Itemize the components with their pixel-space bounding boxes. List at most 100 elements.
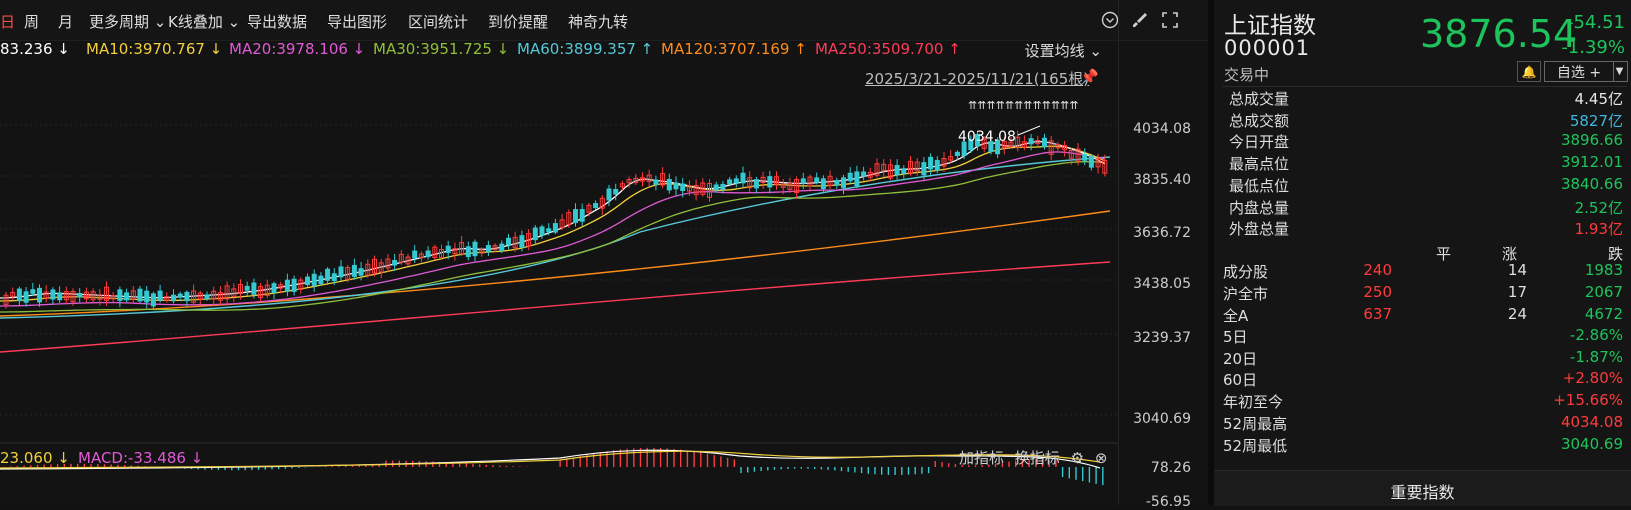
candle-body bbox=[633, 177, 639, 184]
candle-body bbox=[519, 235, 525, 248]
candle-body bbox=[646, 174, 652, 182]
kline-chart-area[interactable]: 4034.08 ⇈⇈⇈⇈⇈⇈⇈⇈⇈⇈⇈⇈ 日 周 月 更多周期 ⌄ K线叠加 ⌄ … bbox=[0, 0, 1208, 510]
divider bbox=[1222, 86, 1627, 87]
stat-row: 最低点位 3840.66 bbox=[1214, 175, 1631, 197]
candle-body bbox=[251, 282, 257, 295]
candle-body bbox=[700, 182, 706, 195]
export-data-button[interactable]: 导出数据 bbox=[247, 13, 308, 31]
candle-body bbox=[197, 292, 203, 300]
date-range-label[interactable]: 2025/3/21-2025/11/21(165根) bbox=[865, 70, 1090, 88]
candle-body bbox=[452, 248, 458, 255]
price-tick: 3239.37 bbox=[1133, 330, 1191, 346]
candle-body bbox=[97, 294, 103, 300]
candle-body bbox=[1008, 141, 1014, 147]
pin-icon[interactable]: 📌 bbox=[1080, 68, 1099, 86]
fullscreen-icon[interactable] bbox=[1158, 8, 1182, 32]
bell-icon[interactable]: 🔔 bbox=[1517, 61, 1541, 82]
candle-body bbox=[318, 275, 324, 285]
add-indicator-button[interactable]: 加指标 bbox=[959, 449, 1005, 467]
candle-body bbox=[238, 283, 243, 294]
stat-value: 2.52亿 bbox=[1574, 198, 1623, 217]
candle-body bbox=[137, 288, 143, 302]
period-month-button[interactable]: 月 bbox=[58, 13, 74, 31]
candle-body bbox=[988, 141, 994, 152]
breadth-label: 成分股 bbox=[1223, 263, 1269, 281]
breadth-down: 1983 bbox=[1584, 261, 1623, 279]
important-index-tab[interactable]: 重要指数 bbox=[1214, 470, 1631, 506]
candle-body bbox=[418, 253, 424, 259]
gear-icon[interactable]: ⚙ bbox=[1070, 449, 1085, 467]
candle-body bbox=[740, 172, 746, 184]
ma60-value: MA60:3899.357 ↑ bbox=[517, 40, 654, 58]
candle-body bbox=[1035, 140, 1041, 145]
period-row: 5日 -2.86% bbox=[1214, 326, 1631, 348]
ma10-line bbox=[0, 145, 1106, 302]
candle-body bbox=[104, 286, 109, 301]
candle-body bbox=[365, 263, 371, 276]
candle-body bbox=[968, 139, 974, 151]
candle-body bbox=[184, 291, 190, 302]
period-label: 5日 bbox=[1223, 328, 1248, 346]
candle-body bbox=[559, 219, 565, 229]
add-watchlist-button[interactable]: 自选 + bbox=[1544, 61, 1614, 82]
candle-body bbox=[1088, 155, 1094, 168]
chevron-down-circle-icon[interactable] bbox=[1098, 8, 1122, 32]
candle-body bbox=[1048, 140, 1054, 155]
ma60-line bbox=[0, 156, 1111, 319]
period-row: 60日 +2.80% bbox=[1214, 369, 1631, 391]
candle-body bbox=[425, 250, 431, 258]
candle-body bbox=[385, 258, 391, 269]
candle-body bbox=[291, 278, 297, 292]
peak-label: 4034.08 bbox=[958, 129, 1016, 145]
chevron-down-icon[interactable]: ▼ bbox=[1612, 61, 1628, 82]
period-value: -2.86% bbox=[1569, 326, 1623, 344]
candle-body bbox=[211, 290, 217, 300]
close-icon[interactable]: ⊗ bbox=[1094, 449, 1108, 467]
magic-nine-button[interactable]: 神奇九转 bbox=[568, 13, 629, 31]
candle-body bbox=[30, 289, 36, 294]
candle-body bbox=[841, 177, 846, 188]
candle-body bbox=[1055, 144, 1061, 149]
candle-body bbox=[77, 292, 83, 298]
kline-canvas[interactable]: 4034.08 ⇈⇈⇈⇈⇈⇈⇈⇈⇈⇈⇈⇈ bbox=[0, 0, 1118, 505]
candle-body bbox=[499, 243, 505, 252]
candle-body bbox=[164, 296, 170, 301]
candle-body bbox=[995, 139, 1001, 155]
period-week-button[interactable]: 周 bbox=[24, 13, 40, 31]
candle-body bbox=[311, 273, 317, 286]
candle-body bbox=[713, 184, 719, 191]
candle-body bbox=[847, 172, 853, 182]
candle-body bbox=[941, 158, 947, 167]
export-image-button[interactable]: 导出图形 bbox=[327, 13, 388, 31]
candle-body bbox=[372, 258, 377, 274]
candle-body bbox=[392, 260, 398, 266]
candle-body bbox=[244, 285, 250, 291]
switch-indicator-button[interactable]: 换指标 bbox=[1014, 449, 1060, 467]
candle-body bbox=[1075, 148, 1081, 162]
ma20-value: MA20:3978.106 ↓ bbox=[229, 40, 366, 58]
breadth-label: 沪全市 bbox=[1223, 285, 1269, 303]
range-stats-button[interactable]: 区间统计 bbox=[408, 13, 469, 31]
candle-body bbox=[954, 151, 960, 157]
candle-body bbox=[566, 212, 572, 225]
period-day-button[interactable]: 日 bbox=[0, 13, 16, 31]
candle-body bbox=[171, 294, 176, 302]
breadth-up: 250 bbox=[1363, 283, 1392, 301]
brush-icon[interactable] bbox=[1128, 8, 1152, 32]
breadth-down: 2067 bbox=[1584, 283, 1623, 301]
candle-body bbox=[720, 183, 726, 190]
candle-body bbox=[191, 290, 197, 303]
kline-overlay-dropdown[interactable]: K线叠加 ⌄ bbox=[168, 13, 241, 31]
stat-row: 总成交量 4.45亿 bbox=[1214, 88, 1631, 110]
candle-body bbox=[686, 185, 692, 192]
candle-body bbox=[305, 276, 310, 286]
more-periods-dropdown[interactable]: 更多周期 ⌄ bbox=[89, 13, 167, 31]
ma-settings-dropdown[interactable]: 设置均线 ⌄ bbox=[1024, 42, 1102, 60]
candle-body bbox=[619, 183, 625, 188]
candle-body bbox=[1001, 140, 1007, 148]
macd-tick: 78.26 bbox=[1150, 460, 1191, 476]
candle-body bbox=[693, 184, 699, 196]
price-alert-button[interactable]: 到价提醒 bbox=[488, 13, 549, 31]
panel-divider[interactable] bbox=[1208, 0, 1214, 505]
candle-body bbox=[747, 177, 753, 189]
